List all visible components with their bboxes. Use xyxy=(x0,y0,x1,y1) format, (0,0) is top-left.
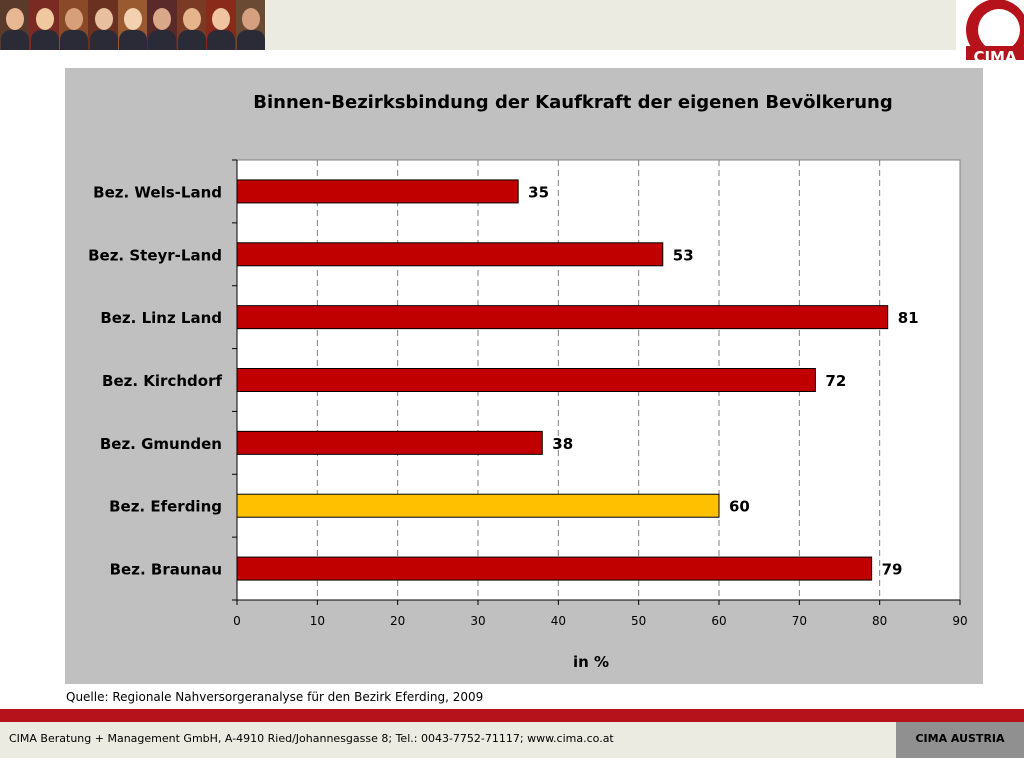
logo-text: CIMA xyxy=(973,48,1017,66)
header-photo xyxy=(58,0,90,50)
x-tick-label: 30 xyxy=(470,614,485,628)
footer-brand-box xyxy=(896,722,1024,758)
bars: 35 53 81 72 38 60 79 xyxy=(236,179,919,581)
photo-face xyxy=(65,8,84,30)
bar-value-label: 81 xyxy=(898,309,919,327)
header-photo xyxy=(235,0,265,50)
bar-value-label: 79 xyxy=(882,561,903,579)
header-photo xyxy=(206,0,237,50)
photo-body xyxy=(177,30,206,50)
bar xyxy=(236,242,664,267)
photo-face xyxy=(35,8,54,30)
header-photo xyxy=(176,0,208,50)
header-photo-strip xyxy=(0,0,265,50)
footer-info-area xyxy=(0,722,896,758)
photo-face xyxy=(212,8,231,30)
header-photo xyxy=(117,0,149,50)
photo-body xyxy=(1,30,30,50)
x-tick-label: 20 xyxy=(390,614,405,628)
category-label: Bez. Wels-Land xyxy=(93,183,222,201)
bar-value-label: 72 xyxy=(825,372,846,390)
bar xyxy=(236,556,873,581)
photo-body xyxy=(118,30,147,50)
header-photo xyxy=(88,0,119,50)
x-tick-label: 60 xyxy=(711,614,726,628)
bar-value-label: 60 xyxy=(729,498,750,516)
category-label: Bez. Linz Land xyxy=(100,309,222,327)
bar-value-label: 53 xyxy=(673,246,694,264)
category-label: Bez. Gmunden xyxy=(100,435,222,453)
x-tick-label: 10 xyxy=(310,614,325,628)
category-label: Bez. Steyr-Land xyxy=(88,246,222,264)
bar xyxy=(236,430,543,455)
photo-face xyxy=(94,8,113,30)
x-tick-label: 90 xyxy=(952,614,967,628)
header-photo xyxy=(0,0,31,50)
photo-face xyxy=(6,8,25,30)
photo-body xyxy=(60,30,89,50)
photo-face xyxy=(123,8,142,30)
cima-logo xyxy=(966,0,1024,60)
bar-value-label: 38 xyxy=(552,435,573,453)
photo-face xyxy=(153,8,172,30)
bar xyxy=(236,305,889,330)
x-tick-labels: 0 10 20 30 40 50 60 70 80 90 xyxy=(233,600,968,628)
bar xyxy=(236,179,519,204)
source-note: Quelle: Regionale Nahversorgeranalyse fü… xyxy=(66,690,484,704)
category-label: Bez. Kirchdorf xyxy=(102,372,222,390)
footer-base xyxy=(0,758,1024,768)
category-labels: Bez. Wels-Land Bez. Steyr-Land Bez. Linz L… xyxy=(88,159,237,601)
photo-face xyxy=(241,8,260,30)
bar xyxy=(236,493,720,518)
photo-body xyxy=(89,30,118,50)
chart-panel: Binnen-Bezirksbindung der Kaufkraft der … xyxy=(65,68,983,684)
footer-red-bar xyxy=(0,709,1024,722)
x-axis-title: in % xyxy=(573,653,609,671)
footer-brand: CIMA AUSTRIA xyxy=(915,732,1005,745)
x-tick-label: 80 xyxy=(872,614,887,628)
category-label: Bez. Eferding xyxy=(109,498,222,516)
photo-body xyxy=(207,30,236,50)
x-tick-label: 70 xyxy=(792,614,807,628)
photo-face xyxy=(182,8,201,30)
x-tick-label: 40 xyxy=(551,614,566,628)
header-photo xyxy=(147,0,178,50)
bar-chart: Binnen-Bezirksbindung der Kaufkraft der … xyxy=(88,92,968,671)
photo-body xyxy=(148,30,177,50)
bar xyxy=(236,368,816,392)
x-tick-label: 0 xyxy=(233,614,241,628)
x-tick-label: 50 xyxy=(631,614,646,628)
footer-company-info: CIMA Beratung + Management GmbH, A-4910 … xyxy=(9,732,614,745)
photo-body xyxy=(30,30,59,50)
header-photo xyxy=(29,0,60,50)
photo-body xyxy=(236,30,265,50)
category-label: Bez. Braunau xyxy=(110,561,222,579)
bar-value-label: 35 xyxy=(528,183,549,201)
chart-title: Binnen-Bezirksbindung der Kaufkraft der … xyxy=(253,92,892,113)
